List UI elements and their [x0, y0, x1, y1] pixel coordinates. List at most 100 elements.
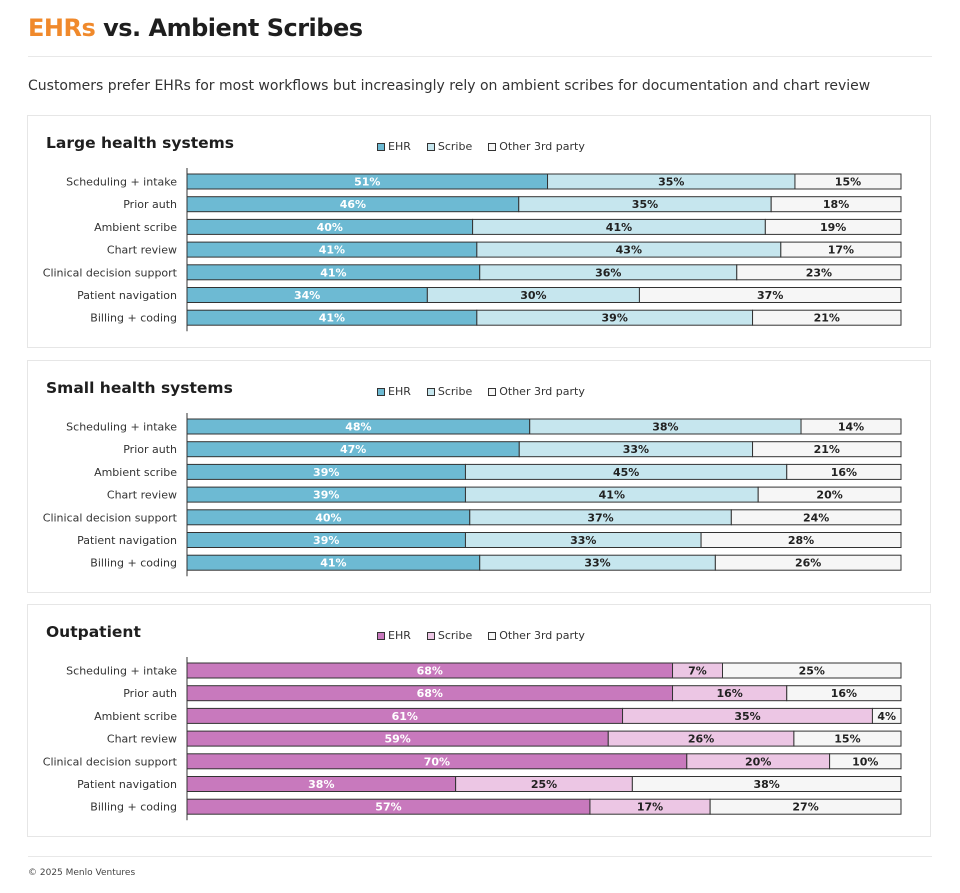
category-label: Prior auth [123, 198, 177, 211]
bar-segment-other [752, 441, 902, 458]
chart-panel-small-health-systems: Small health systems EHR Scribe Other 3r… [27, 360, 931, 593]
legend-label: Other 3rd party [499, 140, 585, 153]
data-label: 20% [745, 755, 771, 768]
legend-swatch [488, 631, 497, 640]
data-label: 26% [795, 557, 821, 570]
title-accent: EHRs [28, 14, 96, 42]
legend-swatch [377, 387, 385, 396]
bar-segment-other [709, 798, 902, 815]
data-label: 23% [806, 266, 832, 279]
data-label: 43% [616, 244, 642, 257]
data-label: 68% [417, 665, 443, 678]
data-label: 68% [417, 687, 443, 700]
data-label: 15% [835, 176, 861, 189]
data-label: 37% [587, 511, 613, 524]
category-label: Ambient scribe [94, 221, 177, 234]
data-label: 35% [734, 710, 760, 723]
legend-swatch [488, 387, 497, 396]
data-label: 21% [814, 443, 840, 456]
bar-segment-other [786, 463, 902, 480]
bar-segment-other [793, 730, 902, 747]
category-label: Chart review [107, 244, 177, 257]
chart-title: Small health systems [46, 379, 233, 397]
data-label: 39% [313, 534, 339, 547]
data-label: 28% [788, 534, 814, 547]
data-label: 38% [308, 778, 334, 791]
legend-swatch [377, 631, 385, 640]
data-label: 48% [345, 421, 371, 434]
chart-legend: EHR Scribe Other 3rd party [377, 385, 585, 398]
bar-segment-other [764, 218, 902, 235]
data-label: 47% [340, 443, 366, 456]
data-label: 18% [823, 198, 849, 211]
data-label: 51% [354, 176, 380, 189]
legend-item-scribe: Scribe [426, 629, 472, 642]
data-label: 10% [852, 755, 878, 768]
bar-segment-other [786, 685, 902, 702]
category-label: Billing + coding [90, 557, 177, 570]
data-label: 46% [340, 198, 366, 211]
data-label: 38% [754, 778, 780, 791]
data-label: 35% [658, 176, 684, 189]
data-label: 41% [319, 244, 345, 257]
bar-segment-other [736, 264, 902, 281]
bar-segment-other [722, 662, 902, 679]
bar-segment-other [757, 486, 902, 503]
legend-swatch [426, 387, 435, 396]
data-label: 37% [757, 289, 783, 302]
data-label: 33% [623, 443, 649, 456]
legend-item-other: Other 3rd party [488, 385, 585, 398]
data-label: 45% [613, 466, 639, 479]
legend-label: EHR [388, 385, 411, 398]
category-label: Clinical decision support [43, 266, 178, 279]
category-label: Ambient scribe [94, 710, 177, 723]
bar-segment-other [638, 287, 902, 303]
data-label: 16% [831, 466, 857, 479]
legend-label: Other 3rd party [499, 385, 585, 398]
data-label: 41% [320, 557, 346, 570]
footer-copyright: © 2025 Menlo Ventures [28, 868, 136, 878]
page-title: EHRs vs. Ambient Scribes [28, 14, 363, 42]
bar-chart: Scheduling + intake 48% 38% 14% Prior auth 47… [43, 413, 902, 577]
bar-segment-other [871, 707, 902, 724]
bar-segment-other [730, 509, 902, 526]
data-label: 41% [320, 266, 346, 279]
bar-segment-other [700, 532, 902, 548]
bar-segment-other [752, 309, 902, 326]
data-label: 36% [595, 266, 621, 279]
chart-legend: EHR Scribe Other 3rd party [377, 140, 585, 153]
data-label: 39% [313, 489, 339, 502]
data-label: 38% [652, 421, 678, 434]
bar-segment-other [829, 753, 902, 770]
data-label: 41% [599, 489, 625, 502]
data-label: 14% [838, 421, 864, 434]
data-label: 25% [799, 665, 825, 678]
bar-segment-other [800, 418, 902, 435]
bar-segment-other [631, 776, 902, 792]
data-label: 15% [834, 733, 860, 746]
bar-segment-other [780, 241, 902, 258]
data-label: 39% [313, 466, 339, 479]
legend-item-scribe: Scribe [426, 385, 472, 398]
category-label: Patient navigation [77, 534, 177, 547]
data-label: 59% [384, 733, 410, 746]
data-label: 61% [392, 710, 418, 723]
data-label: 21% [814, 312, 840, 325]
legend-item-other: Other 3rd party [488, 629, 585, 642]
header-divider [28, 56, 932, 57]
data-label: 25% [531, 778, 557, 791]
category-label: Billing + coding [90, 312, 177, 325]
data-label: 16% [716, 687, 742, 700]
legend-label: Scribe [437, 140, 473, 153]
category-label: Ambient scribe [94, 466, 177, 479]
chart-title: Outpatient [46, 623, 141, 641]
legend-item-other: Other 3rd party [488, 140, 585, 153]
category-label: Patient navigation [77, 778, 177, 791]
data-label: 41% [319, 312, 345, 325]
data-label: 30% [520, 289, 546, 302]
legend-swatch [426, 631, 435, 640]
data-label: 17% [637, 801, 663, 814]
category-label: Scheduling + intake [66, 176, 177, 189]
chart-panel-outpatient: Outpatient EHR Scribe Other 3rd party Sc… [27, 604, 931, 837]
legend-item-ehr: EHR [377, 629, 411, 642]
